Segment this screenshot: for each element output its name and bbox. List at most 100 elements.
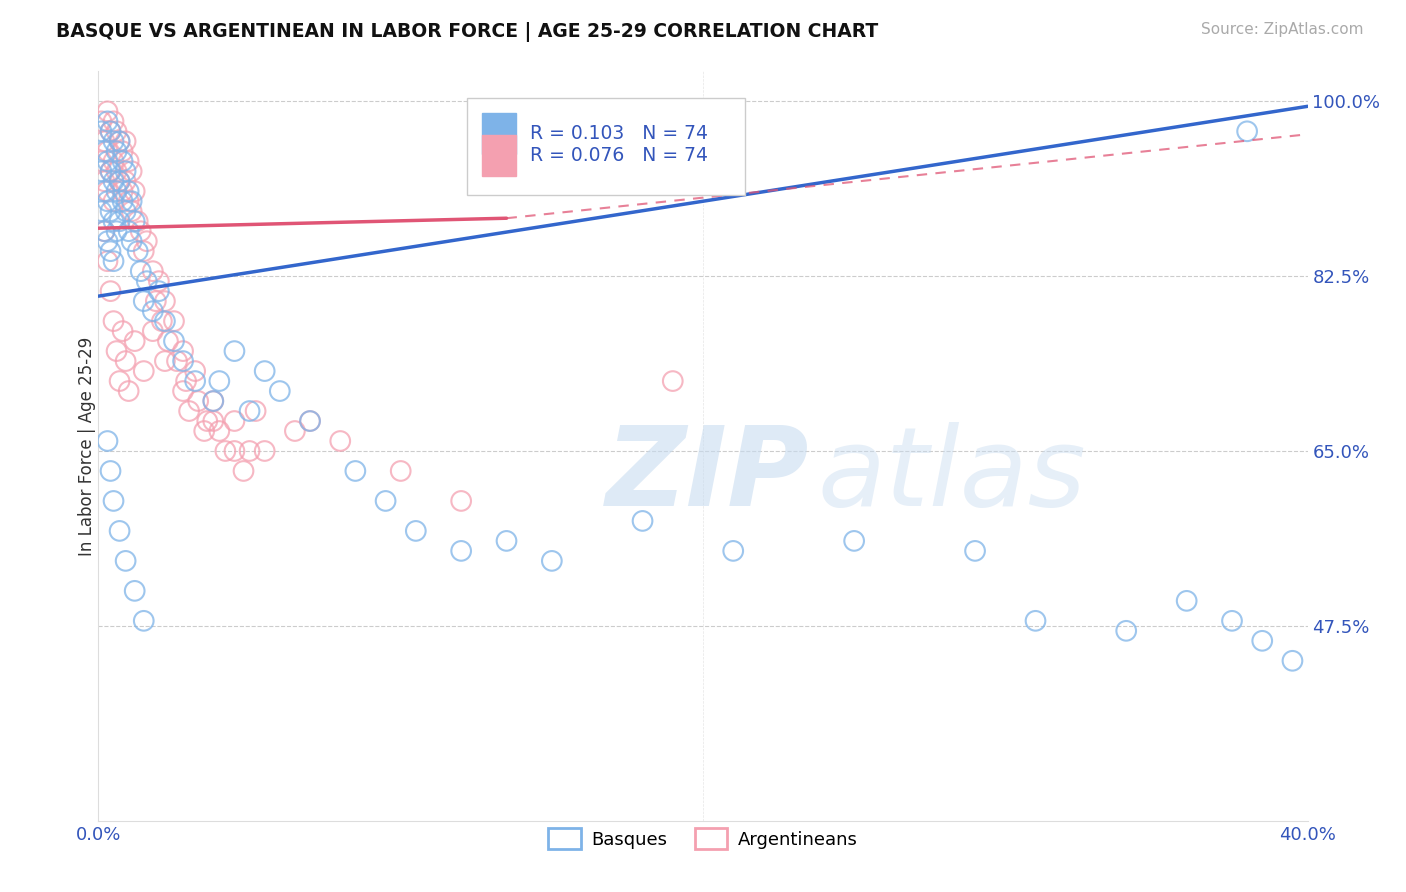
Point — [90, 164, 112, 178]
Point — [96, 194, 118, 209]
Point — [124, 334, 146, 348]
Point — [965, 544, 987, 558]
Point — [142, 264, 165, 278]
Point — [121, 164, 143, 178]
Point — [129, 264, 152, 278]
FancyBboxPatch shape — [482, 135, 516, 177]
Point — [148, 284, 170, 298]
Point — [284, 424, 307, 438]
Point — [214, 444, 236, 458]
Point — [195, 414, 218, 428]
Text: Source: ZipAtlas.com: Source: ZipAtlas.com — [1201, 22, 1364, 37]
Point — [105, 184, 128, 198]
Text: BASQUE VS ARGENTINEAN IN LABOR FORCE | AGE 25-29 CORRELATION CHART: BASQUE VS ARGENTINEAN IN LABOR FORCE | A… — [56, 22, 879, 42]
Text: R = 0.076   N = 74: R = 0.076 N = 74 — [530, 146, 709, 165]
Point — [114, 204, 136, 219]
Point — [224, 344, 246, 359]
Point — [202, 394, 225, 409]
Point — [124, 184, 146, 198]
Point — [90, 124, 112, 138]
Point — [96, 184, 118, 198]
Point — [96, 154, 118, 169]
Point — [108, 134, 131, 148]
Point — [103, 154, 125, 169]
Point — [96, 114, 118, 128]
Point — [184, 374, 207, 388]
Point — [153, 314, 176, 328]
Point — [103, 314, 125, 328]
Point — [193, 424, 215, 438]
Point — [1236, 124, 1258, 138]
Y-axis label: In Labor Force | Age 25-29: In Labor Force | Age 25-29 — [79, 336, 96, 556]
Point — [127, 244, 149, 259]
Point — [540, 554, 562, 568]
Point — [179, 404, 201, 418]
Point — [121, 194, 143, 209]
Point — [153, 294, 176, 309]
Point — [108, 214, 131, 228]
Point — [103, 494, 125, 508]
Point — [172, 384, 194, 398]
Point — [121, 234, 143, 248]
Point — [187, 394, 209, 409]
Point — [100, 284, 122, 298]
Point — [111, 324, 134, 338]
Point — [96, 234, 118, 248]
Point — [148, 274, 170, 288]
Point — [661, 374, 683, 388]
Point — [224, 444, 246, 458]
Point — [245, 404, 267, 418]
Point — [127, 214, 149, 228]
Point — [103, 254, 125, 268]
Point — [114, 174, 136, 188]
Point — [495, 533, 517, 548]
Legend: Basques, Argentineans: Basques, Argentineans — [541, 822, 865, 856]
Point — [93, 134, 115, 148]
Point — [118, 184, 141, 198]
Point — [93, 224, 115, 238]
Point — [329, 434, 352, 448]
Point — [135, 234, 157, 248]
Text: ZIP: ZIP — [606, 423, 810, 530]
Point — [232, 464, 254, 478]
Point — [129, 224, 152, 238]
Point — [105, 344, 128, 359]
Point — [96, 145, 118, 159]
Point — [124, 583, 146, 598]
FancyBboxPatch shape — [482, 112, 516, 153]
Point — [450, 494, 472, 508]
Point — [114, 554, 136, 568]
Point — [96, 434, 118, 448]
Point — [93, 174, 115, 188]
Point — [103, 114, 125, 128]
Point — [132, 294, 155, 309]
Point — [299, 414, 322, 428]
Point — [299, 414, 322, 428]
Point — [96, 104, 118, 119]
Point — [90, 204, 112, 219]
Point — [208, 374, 231, 388]
Point — [374, 494, 396, 508]
Point — [114, 134, 136, 148]
Point — [145, 294, 167, 309]
Point — [124, 214, 146, 228]
Point — [108, 174, 131, 188]
Point — [163, 334, 186, 348]
Point — [111, 145, 134, 159]
Point — [100, 164, 122, 178]
Point — [631, 514, 654, 528]
Point — [100, 124, 122, 138]
Point — [111, 194, 134, 209]
Point — [1220, 614, 1243, 628]
Point — [184, 364, 207, 378]
Point — [118, 194, 141, 209]
Point — [100, 464, 122, 478]
Point — [1251, 633, 1274, 648]
Point — [450, 544, 472, 558]
Point — [96, 254, 118, 268]
Point — [1281, 654, 1303, 668]
Point — [163, 314, 186, 328]
Point — [93, 224, 115, 238]
Text: atlas: atlas — [818, 423, 1087, 530]
Point — [202, 394, 225, 409]
